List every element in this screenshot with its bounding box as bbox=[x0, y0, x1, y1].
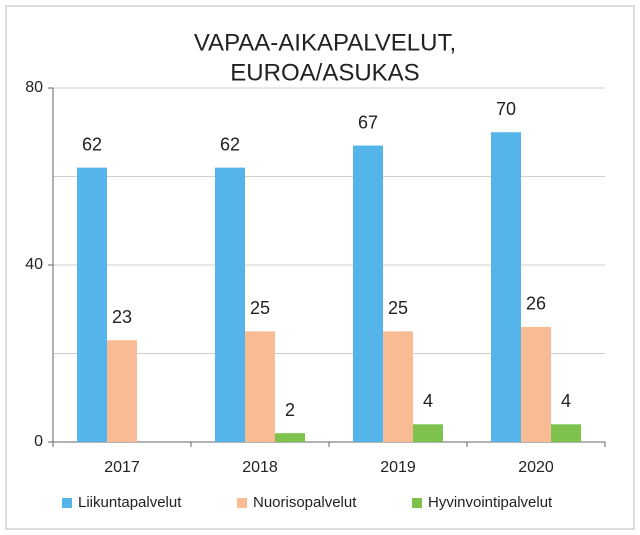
data-label: 62 bbox=[220, 134, 240, 154]
data-label: 67 bbox=[358, 112, 378, 132]
data-label: 25 bbox=[250, 298, 270, 318]
x-tick-label: 2019 bbox=[380, 459, 416, 476]
bar bbox=[245, 331, 275, 442]
chart-title: VAPAA-AIKAPALVELUT, bbox=[194, 29, 456, 56]
data-label: 70 bbox=[496, 99, 516, 119]
x-tick-label: 2020 bbox=[518, 459, 554, 476]
y-tick-label: 80 bbox=[25, 79, 43, 96]
bar bbox=[383, 331, 413, 442]
bar bbox=[521, 326, 551, 442]
legend-label: Liikuntapalvelut bbox=[78, 494, 182, 511]
chart-frame bbox=[5, 5, 635, 530]
bar bbox=[413, 424, 443, 442]
bar bbox=[551, 424, 581, 442]
legend-swatch bbox=[62, 498, 72, 508]
data-label: 26 bbox=[526, 294, 546, 314]
data-label: 23 bbox=[112, 307, 132, 327]
data-label: 4 bbox=[423, 391, 433, 411]
data-label: 2 bbox=[285, 400, 295, 420]
y-tick-label: 0 bbox=[34, 433, 43, 450]
x-tick-label: 2017 bbox=[104, 459, 140, 476]
legend-label: Hyvinvointipalvelut bbox=[428, 494, 553, 511]
x-tick-label: 2018 bbox=[242, 459, 278, 476]
legend-swatch bbox=[412, 498, 422, 508]
data-label: 4 bbox=[561, 391, 571, 411]
chart-title: EUROA/ASUKAS bbox=[230, 59, 419, 86]
data-label: 25 bbox=[388, 298, 408, 318]
bar bbox=[491, 132, 521, 442]
bar bbox=[275, 433, 305, 442]
bar bbox=[107, 340, 137, 442]
y-tick-label: 40 bbox=[25, 256, 43, 273]
bar bbox=[215, 167, 245, 442]
bar bbox=[353, 145, 383, 442]
bar bbox=[77, 167, 107, 442]
legend-label: Nuorisopalvelut bbox=[253, 494, 357, 511]
legend-swatch bbox=[237, 498, 247, 508]
data-label: 62 bbox=[82, 134, 102, 154]
